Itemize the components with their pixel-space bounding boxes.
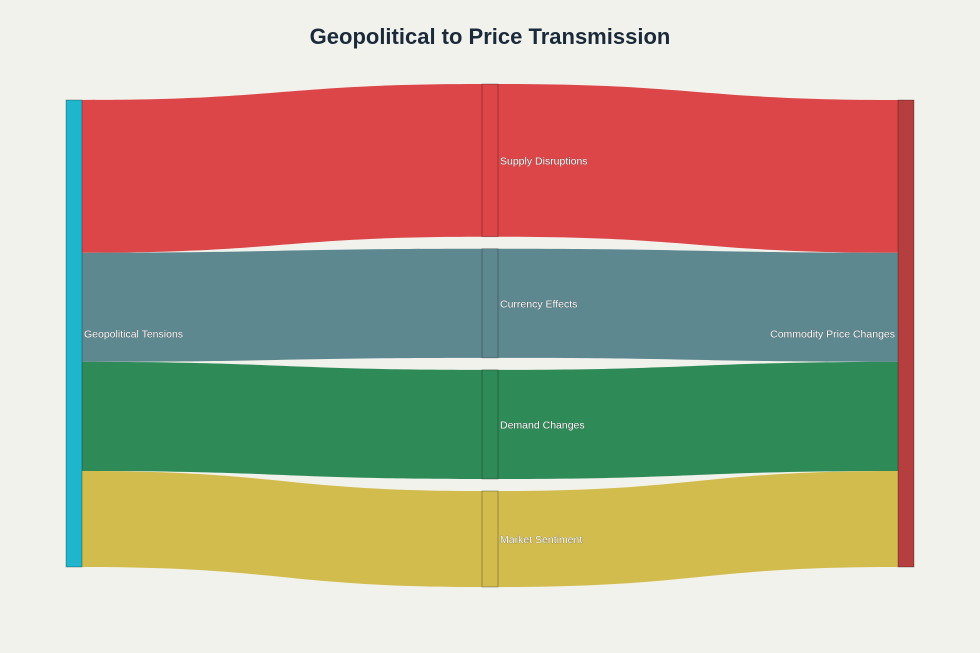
labels-layer: Geopolitical Tensions Supply Disruptions C… — [84, 155, 895, 546]
link-geo-to-supply[interactable] — [82, 84, 482, 253]
node-label-currency: Currency Effects — [500, 298, 577, 310]
node-currency[interactable] — [481, 248, 499, 359]
link-sentiment-to-commodity[interactable] — [498, 470, 898, 587]
node-geo[interactable] — [65, 99, 83, 568]
link-geo-to-demand[interactable] — [82, 361, 482, 479]
link-geo-to-sentiment[interactable] — [82, 470, 482, 587]
link-demand-to-commodity[interactable] — [498, 361, 898, 479]
node-sentiment[interactable] — [481, 490, 499, 588]
node-label-supply: Supply Disruptions — [500, 155, 588, 167]
link-supply-to-commodity[interactable] — [498, 84, 898, 253]
links-layer — [82, 84, 898, 587]
nodes-layer — [65, 83, 915, 588]
node-supply[interactable] — [481, 83, 499, 238]
node-label-sentiment: Market Sentiment — [500, 534, 582, 546]
link-currency-to-commodity[interactable] — [498, 248, 898, 362]
node-commodity[interactable] — [897, 99, 915, 568]
node-label-commodity: Commodity Price Changes — [770, 329, 895, 341]
node-label-geo: Geopolitical Tensions — [84, 329, 183, 341]
link-geo-to-currency[interactable] — [82, 248, 482, 362]
node-label-demand: Demand Changes — [500, 419, 585, 431]
chart-title: Geopolitical to Price Transmission — [309, 24, 671, 49]
node-demand[interactable] — [481, 369, 499, 480]
